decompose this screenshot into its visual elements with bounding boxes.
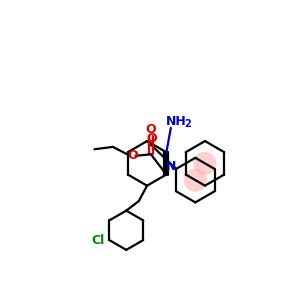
Circle shape <box>194 152 217 175</box>
Text: O: O <box>146 123 156 136</box>
Text: O: O <box>127 149 138 162</box>
Circle shape <box>184 169 207 192</box>
Text: 2: 2 <box>184 119 190 129</box>
Text: NH: NH <box>166 116 187 128</box>
Text: Cl: Cl <box>91 234 104 247</box>
Text: O: O <box>147 132 158 145</box>
Text: N: N <box>166 160 176 173</box>
